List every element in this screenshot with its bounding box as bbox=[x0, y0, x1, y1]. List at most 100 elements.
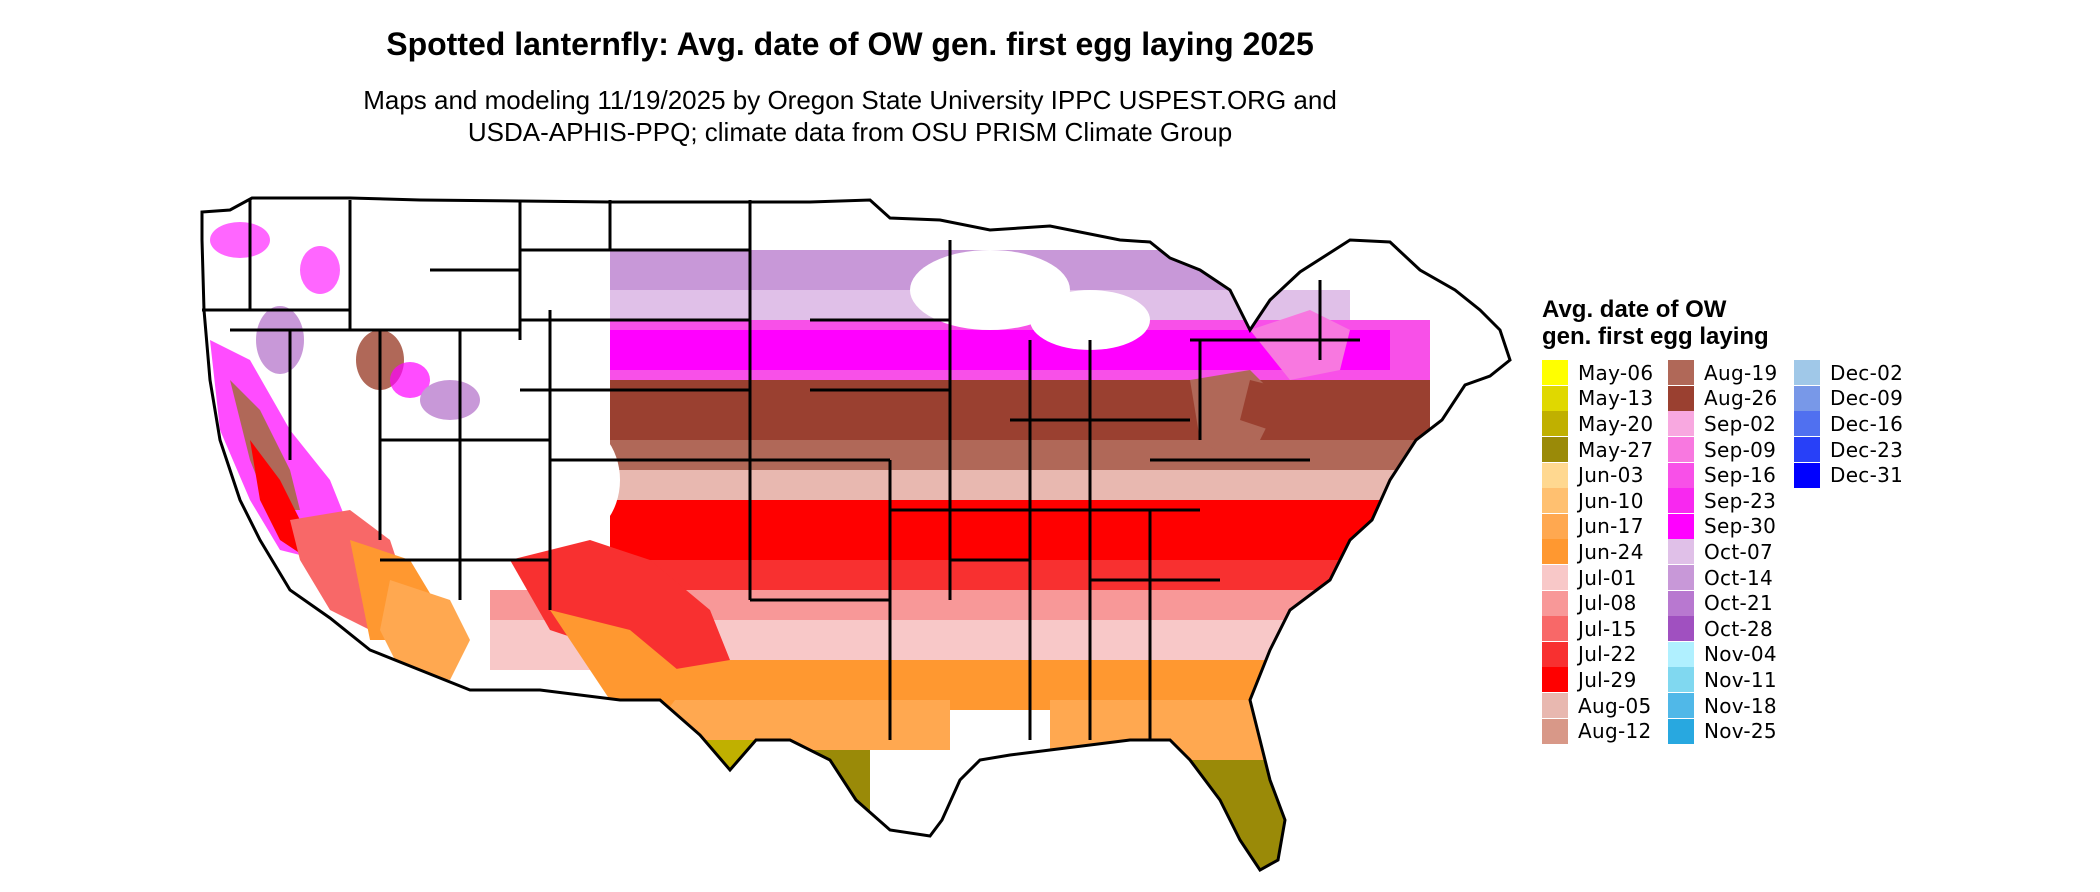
legend-label: Jul-08 bbox=[1578, 591, 1637, 616]
legend-item: Aug-19 bbox=[1668, 360, 1778, 386]
legend-swatch bbox=[1542, 667, 1568, 693]
legend-label: Sep-09 bbox=[1704, 437, 1777, 462]
legend-label: May-13 bbox=[1578, 386, 1654, 411]
legend-title: Avg. date of OW gen. first egg laying bbox=[1542, 296, 1769, 350]
legend-label: Sep-02 bbox=[1704, 411, 1777, 436]
legend-item: Dec-02 bbox=[1794, 360, 1903, 386]
legend-swatch bbox=[1542, 693, 1568, 719]
legend-item: Nov-25 bbox=[1668, 718, 1778, 744]
legend-label: May-20 bbox=[1578, 411, 1654, 436]
legend-swatch bbox=[1794, 411, 1820, 437]
legend-label: Jun-10 bbox=[1578, 488, 1644, 513]
legend-item: Oct-21 bbox=[1668, 590, 1778, 616]
legend-label: Nov-18 bbox=[1704, 693, 1777, 718]
legend-swatch bbox=[1542, 718, 1568, 744]
legend-label: Nov-25 bbox=[1704, 719, 1777, 744]
legend-item: Oct-28 bbox=[1668, 616, 1778, 642]
legend-swatch bbox=[1794, 385, 1820, 411]
legend-swatch bbox=[1542, 513, 1568, 539]
legend-column-3: Dec-02 Dec-09 Dec-16 Dec-23 Dec-31 bbox=[1794, 360, 1903, 488]
legend-item: Jun-17 bbox=[1542, 513, 1653, 540]
legend-swatch bbox=[1794, 437, 1820, 463]
legend-label: Dec-16 bbox=[1830, 411, 1904, 436]
legend-item: Jul-15 bbox=[1542, 616, 1653, 642]
legend-swatch bbox=[1542, 360, 1568, 386]
legend-item: Sep-23 bbox=[1668, 488, 1778, 514]
legend-swatch bbox=[1668, 437, 1694, 463]
legend-swatch bbox=[1668, 411, 1694, 437]
legend-label: Aug-26 bbox=[1704, 386, 1778, 411]
legend-swatch bbox=[1668, 616, 1694, 642]
legend-item: Sep-09 bbox=[1668, 437, 1778, 463]
legend-item: Sep-02 bbox=[1668, 411, 1778, 437]
legend-swatch bbox=[1542, 565, 1568, 591]
legend-item: Dec-31 bbox=[1794, 462, 1903, 488]
legend-item: Sep-30 bbox=[1668, 513, 1778, 540]
legend: Avg. date of OW gen. first egg laying Ma… bbox=[1542, 296, 2082, 760]
legend-item: Jul-22 bbox=[1542, 641, 1653, 668]
legend-label: Dec-31 bbox=[1830, 463, 1904, 488]
legend-label: Jul-15 bbox=[1578, 616, 1637, 641]
legend-swatch bbox=[1668, 462, 1694, 488]
subtitle-line-2: USDA-APHIS-PPQ; climate data from OSU PR… bbox=[467, 117, 1233, 147]
legend-item: Jun-10 bbox=[1542, 488, 1653, 514]
legend-item: Dec-09 bbox=[1794, 385, 1904, 412]
legend-item: Oct-07 bbox=[1668, 539, 1778, 565]
legend-label: Jun-17 bbox=[1578, 514, 1644, 539]
legend-swatch bbox=[1542, 539, 1568, 565]
legend-swatch bbox=[1668, 693, 1694, 719]
legend-column-1: May-06 May-13 May-20 May-27 Jun-03 Jun-10 Jun-… bbox=[1542, 360, 1653, 744]
legend-swatch bbox=[1542, 616, 1568, 642]
legend-item: Jul-08 bbox=[1542, 590, 1653, 616]
legend-swatch bbox=[1794, 462, 1820, 488]
legend-label: Jun-24 bbox=[1578, 539, 1644, 564]
legend-label: Oct-14 bbox=[1704, 565, 1774, 590]
legend-item: Aug-05 bbox=[1542, 693, 1653, 719]
legend-item: Aug-26 bbox=[1668, 385, 1778, 412]
legend-swatch bbox=[1794, 360, 1820, 386]
legend-label: Aug-05 bbox=[1578, 693, 1652, 718]
legend-item: Jun-24 bbox=[1542, 539, 1653, 565]
legend-item: Nov-18 bbox=[1668, 693, 1778, 719]
legend-item: Aug-12 bbox=[1542, 718, 1653, 744]
legend-item: Jul-29 bbox=[1542, 667, 1653, 693]
legend-label: May-27 bbox=[1578, 437, 1654, 462]
legend-label: Oct-07 bbox=[1704, 539, 1774, 564]
model-raster bbox=[202, 198, 1510, 870]
legend-label: Dec-09 bbox=[1830, 386, 1904, 411]
legend-label: Sep-23 bbox=[1704, 488, 1777, 513]
legend-swatch bbox=[1668, 590, 1694, 616]
legend-swatch bbox=[1542, 590, 1568, 616]
legend-item: Sep-16 bbox=[1668, 462, 1778, 488]
legend-label: Nov-04 bbox=[1704, 642, 1777, 667]
legend-item: May-27 bbox=[1542, 437, 1653, 463]
legend-swatch bbox=[1668, 385, 1694, 411]
legend-swatch bbox=[1668, 641, 1694, 667]
legend-item: Dec-23 bbox=[1794, 437, 1903, 463]
legend-label: Sep-30 bbox=[1704, 514, 1777, 539]
legend-swatch bbox=[1668, 539, 1694, 565]
legend-item: Jun-03 bbox=[1542, 462, 1653, 488]
map-subtitle: Maps and modeling 11/19/2025 by Oregon S… bbox=[0, 84, 1700, 148]
legend-label: Jul-22 bbox=[1578, 642, 1637, 667]
legend-label: Jun-03 bbox=[1578, 463, 1644, 488]
legend-label: Oct-28 bbox=[1704, 616, 1774, 641]
legend-label: Jul-29 bbox=[1578, 667, 1637, 692]
legend-swatch bbox=[1668, 488, 1694, 514]
state-borders bbox=[200, 196, 1512, 872]
legend-item: May-06 bbox=[1542, 360, 1653, 386]
legend-label: Dec-02 bbox=[1830, 360, 1904, 385]
legend-swatch bbox=[1668, 360, 1694, 386]
legend-swatch bbox=[1668, 513, 1694, 539]
legend-swatch bbox=[1542, 437, 1568, 463]
legend-label: Sep-16 bbox=[1704, 463, 1777, 488]
legend-swatch bbox=[1668, 565, 1694, 591]
subtitle-line-1: Maps and modeling 11/19/2025 by Oregon S… bbox=[363, 85, 1337, 115]
legend-label: Aug-12 bbox=[1578, 719, 1652, 744]
legend-label: Nov-11 bbox=[1704, 667, 1777, 692]
legend-swatch bbox=[1668, 718, 1694, 744]
legend-item: May-20 bbox=[1542, 411, 1653, 437]
legend-item: Nov-04 bbox=[1668, 641, 1778, 668]
legend-columns: May-06 May-13 May-20 May-27 Jun-03 Jun-10 Jun-… bbox=[1542, 360, 2082, 760]
legend-swatch bbox=[1542, 411, 1568, 437]
